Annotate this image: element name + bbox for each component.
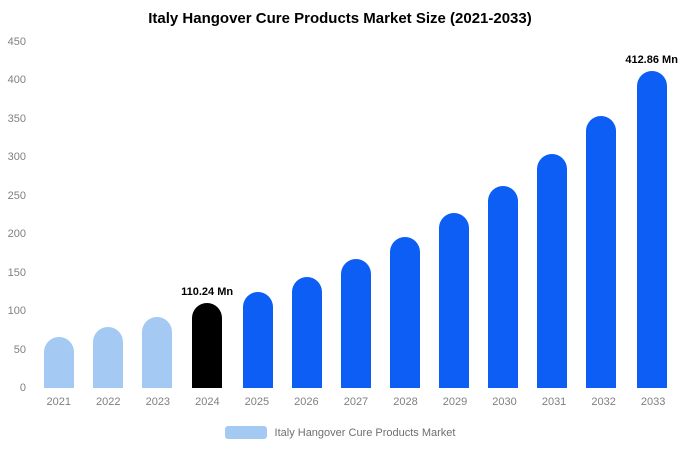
x-tick-label-2032: 2032 [591,396,616,408]
bar-column-2028 [380,42,429,388]
x-tick-label-2025: 2025 [244,396,270,408]
bar-column-2023 [132,42,181,388]
x-tick-label-2031: 2031 [541,396,567,408]
bar-2029 [438,213,469,388]
bar-2022 [92,327,123,388]
y-tick-label: 50 [13,343,26,356]
bar-column-2032 [576,42,625,388]
y-tick-label: 300 [7,151,26,164]
bar-2031 [536,153,567,388]
bar-2030 [487,185,518,388]
x-tick-label-2022: 2022 [96,396,121,408]
y-tick-label: 400 [7,74,26,87]
x-tick-label-2021: 2021 [46,396,71,408]
bar-2028 [389,237,420,388]
bar-column-2022 [83,42,132,388]
bar-column-2024: 110.24 Mn [181,42,233,388]
bar-column-2027 [331,42,380,388]
x-tick-label-2024: 2024 [195,396,220,408]
y-tick-label: 350 [7,112,26,125]
legend: Italy Hangover Cure Products Market [0,426,680,439]
legend-swatch-icon [224,426,267,439]
x-tick-label-2023: 2023 [145,396,171,408]
x-tick-label-2026: 2026 [294,396,319,408]
x-tick-label-2027: 2027 [343,396,369,408]
bar-value-label-2033: 412.86 Mn [625,53,678,66]
x-tick-label-2028: 2028 [393,396,418,408]
bar-column-2021 [34,42,83,388]
y-tick-label: 0 [19,382,26,394]
y-tick-label: 250 [7,189,26,202]
bar-column-2025 [233,42,282,388]
bar-column-2029 [429,42,478,388]
bar-column-2031 [527,42,576,388]
y-axis: 0 50 100 150 200 250 300 350 400 450 [0,36,32,394]
y-tick-label: 100 [7,305,26,318]
bar-column-2033: 412.86 Mn [625,42,678,388]
bar-2033 [636,70,667,388]
legend-label: Italy Hangover Cure Products Market [274,426,456,439]
bar-2023 [141,317,172,388]
x-axis: 2021 2022 2023 2024 2025 2026 2027 2028 2029 2030… [34,396,678,408]
bar-2032 [585,115,616,388]
bar-2024 [192,303,223,388]
bar-value-label-2024: 110.24 Mn [181,286,234,299]
y-tick-label: 200 [7,228,26,241]
chart-title: Italy Hangover Cure Products Market Size… [148,10,532,27]
bar-2026 [291,276,322,388]
bar-column-2026 [282,42,331,388]
y-tick-label: 450 [7,36,26,48]
plot-area: 110.24 Mn 412.86 Mn [34,42,678,388]
x-tick-label-2030: 2030 [492,396,517,408]
x-tick-label-2029: 2029 [442,396,468,408]
y-tick-label: 150 [7,266,26,279]
bar-2027 [340,258,371,388]
bar-column-2030 [478,42,527,388]
bar-2021 [43,336,74,388]
x-tick-label-2033: 2033 [640,396,666,408]
bar-2025 [242,291,273,388]
